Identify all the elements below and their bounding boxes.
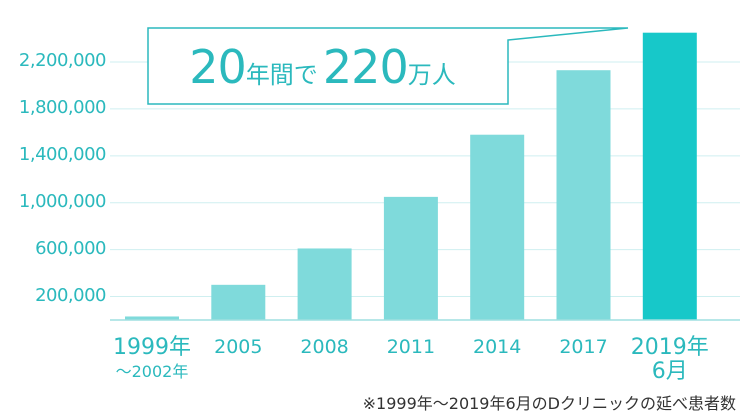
x-tick-label-line1: 2014	[473, 336, 522, 358]
bar	[125, 316, 179, 320]
callout-text: 20年間で 220万人	[150, 40, 495, 98]
x-tick-label-line1: 2019年	[630, 335, 709, 360]
callout-unit-years: 年間で	[245, 61, 318, 89]
x-tick-label-line1: 2017	[559, 336, 608, 358]
callout-box	[147, 27, 629, 105]
x-tick-label-line1: 1999年	[113, 335, 191, 360]
x-tick-label: 2005	[183, 336, 293, 358]
x-tick-label-line2: ～2002年	[115, 362, 189, 381]
callout-number-patients: 220	[322, 40, 409, 94]
x-tick-label: 2019年 6月	[615, 336, 725, 384]
callout-unit-patients: 万人	[407, 61, 456, 89]
bar	[383, 196, 438, 320]
x-tick-label-line1: 2008	[300, 336, 349, 358]
y-tick-label: 1,800,000	[18, 96, 107, 118]
x-tick-label-line1: 2011	[386, 336, 436, 358]
y-tick-label: 1,400,000	[18, 143, 107, 165]
footnote: ※1999年～2019年6月のDクリニックの延べ患者数	[362, 394, 736, 413]
y-tick-label: 600,000	[35, 237, 106, 259]
bar	[470, 134, 525, 320]
callout-number-years: 20	[189, 40, 247, 94]
x-tick-label-line1: 2005	[214, 336, 263, 358]
x-tick-label: 2017	[529, 336, 639, 358]
bar	[642, 32, 697, 320]
bars	[125, 32, 697, 321]
x-tick-label: 2008	[270, 336, 380, 358]
y-tick-label: 2,200,000	[18, 50, 107, 71]
x-tick-label: 2011	[356, 336, 466, 358]
bar	[297, 248, 352, 320]
bar	[211, 284, 266, 320]
y-tick-label: 1,000,000	[18, 190, 107, 212]
x-tick-label-line2: 6月	[651, 359, 688, 384]
x-tick-label: 2014	[442, 336, 552, 358]
y-tick-label: 200,000	[35, 284, 106, 306]
bar	[556, 70, 611, 321]
x-tick-label: 1999年 ～2002年	[97, 336, 207, 384]
